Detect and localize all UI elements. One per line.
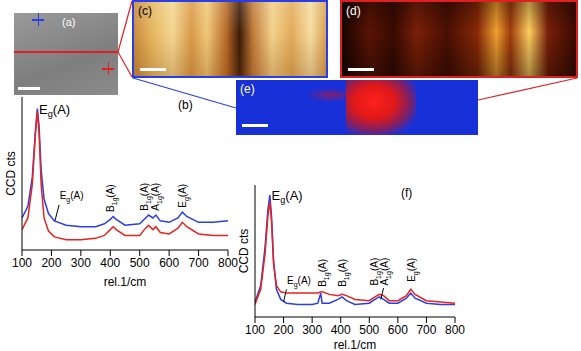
svg-text:Eg(A): Eg(A) [60, 190, 84, 204]
svg-text:Eg(A): Eg(A) [287, 275, 311, 289]
svg-text:800: 800 [445, 323, 465, 337]
svg-text:Eg(A): Eg(A) [177, 184, 191, 208]
svg-text:A1g(A): A1g(A) [150, 183, 164, 211]
svg-text:600: 600 [159, 256, 179, 270]
svg-text:Eg(A): Eg(A) [272, 188, 303, 205]
svg-text:100: 100 [245, 323, 265, 337]
svg-text:Eg(A): Eg(A) [406, 258, 420, 282]
svg-text:B1g(A): B1g(A) [337, 259, 351, 287]
svg-text:200: 200 [274, 323, 294, 337]
svg-text:400: 400 [100, 256, 120, 270]
svg-text:800: 800 [218, 256, 238, 270]
svg-text:500: 500 [359, 323, 379, 337]
svg-text:200: 200 [41, 256, 61, 270]
svg-text:B1g(A): B1g(A) [105, 184, 119, 212]
svg-text:100: 100 [12, 256, 32, 270]
svg-text:rel.1/cm: rel.1/cm [334, 338, 377, 351]
svg-text:700: 700 [189, 256, 209, 270]
svg-text:400: 400 [331, 323, 351, 337]
svg-text:CCD cts: CCD cts [4, 151, 18, 196]
svg-text:600: 600 [388, 323, 408, 337]
svg-text:Eg(A): Eg(A) [39, 102, 70, 119]
svg-text:700: 700 [416, 323, 436, 337]
svg-text:CCD cts: CCD cts [237, 229, 251, 274]
svg-text:A1g(A): A1g(A) [379, 258, 393, 286]
svg-text:300: 300 [71, 256, 91, 270]
svg-text:rel.1/cm: rel.1/cm [104, 275, 147, 288]
svg-text:500: 500 [130, 256, 150, 270]
svg-text:B1g(A): B1g(A) [317, 259, 331, 287]
svg-text:300: 300 [302, 323, 322, 337]
